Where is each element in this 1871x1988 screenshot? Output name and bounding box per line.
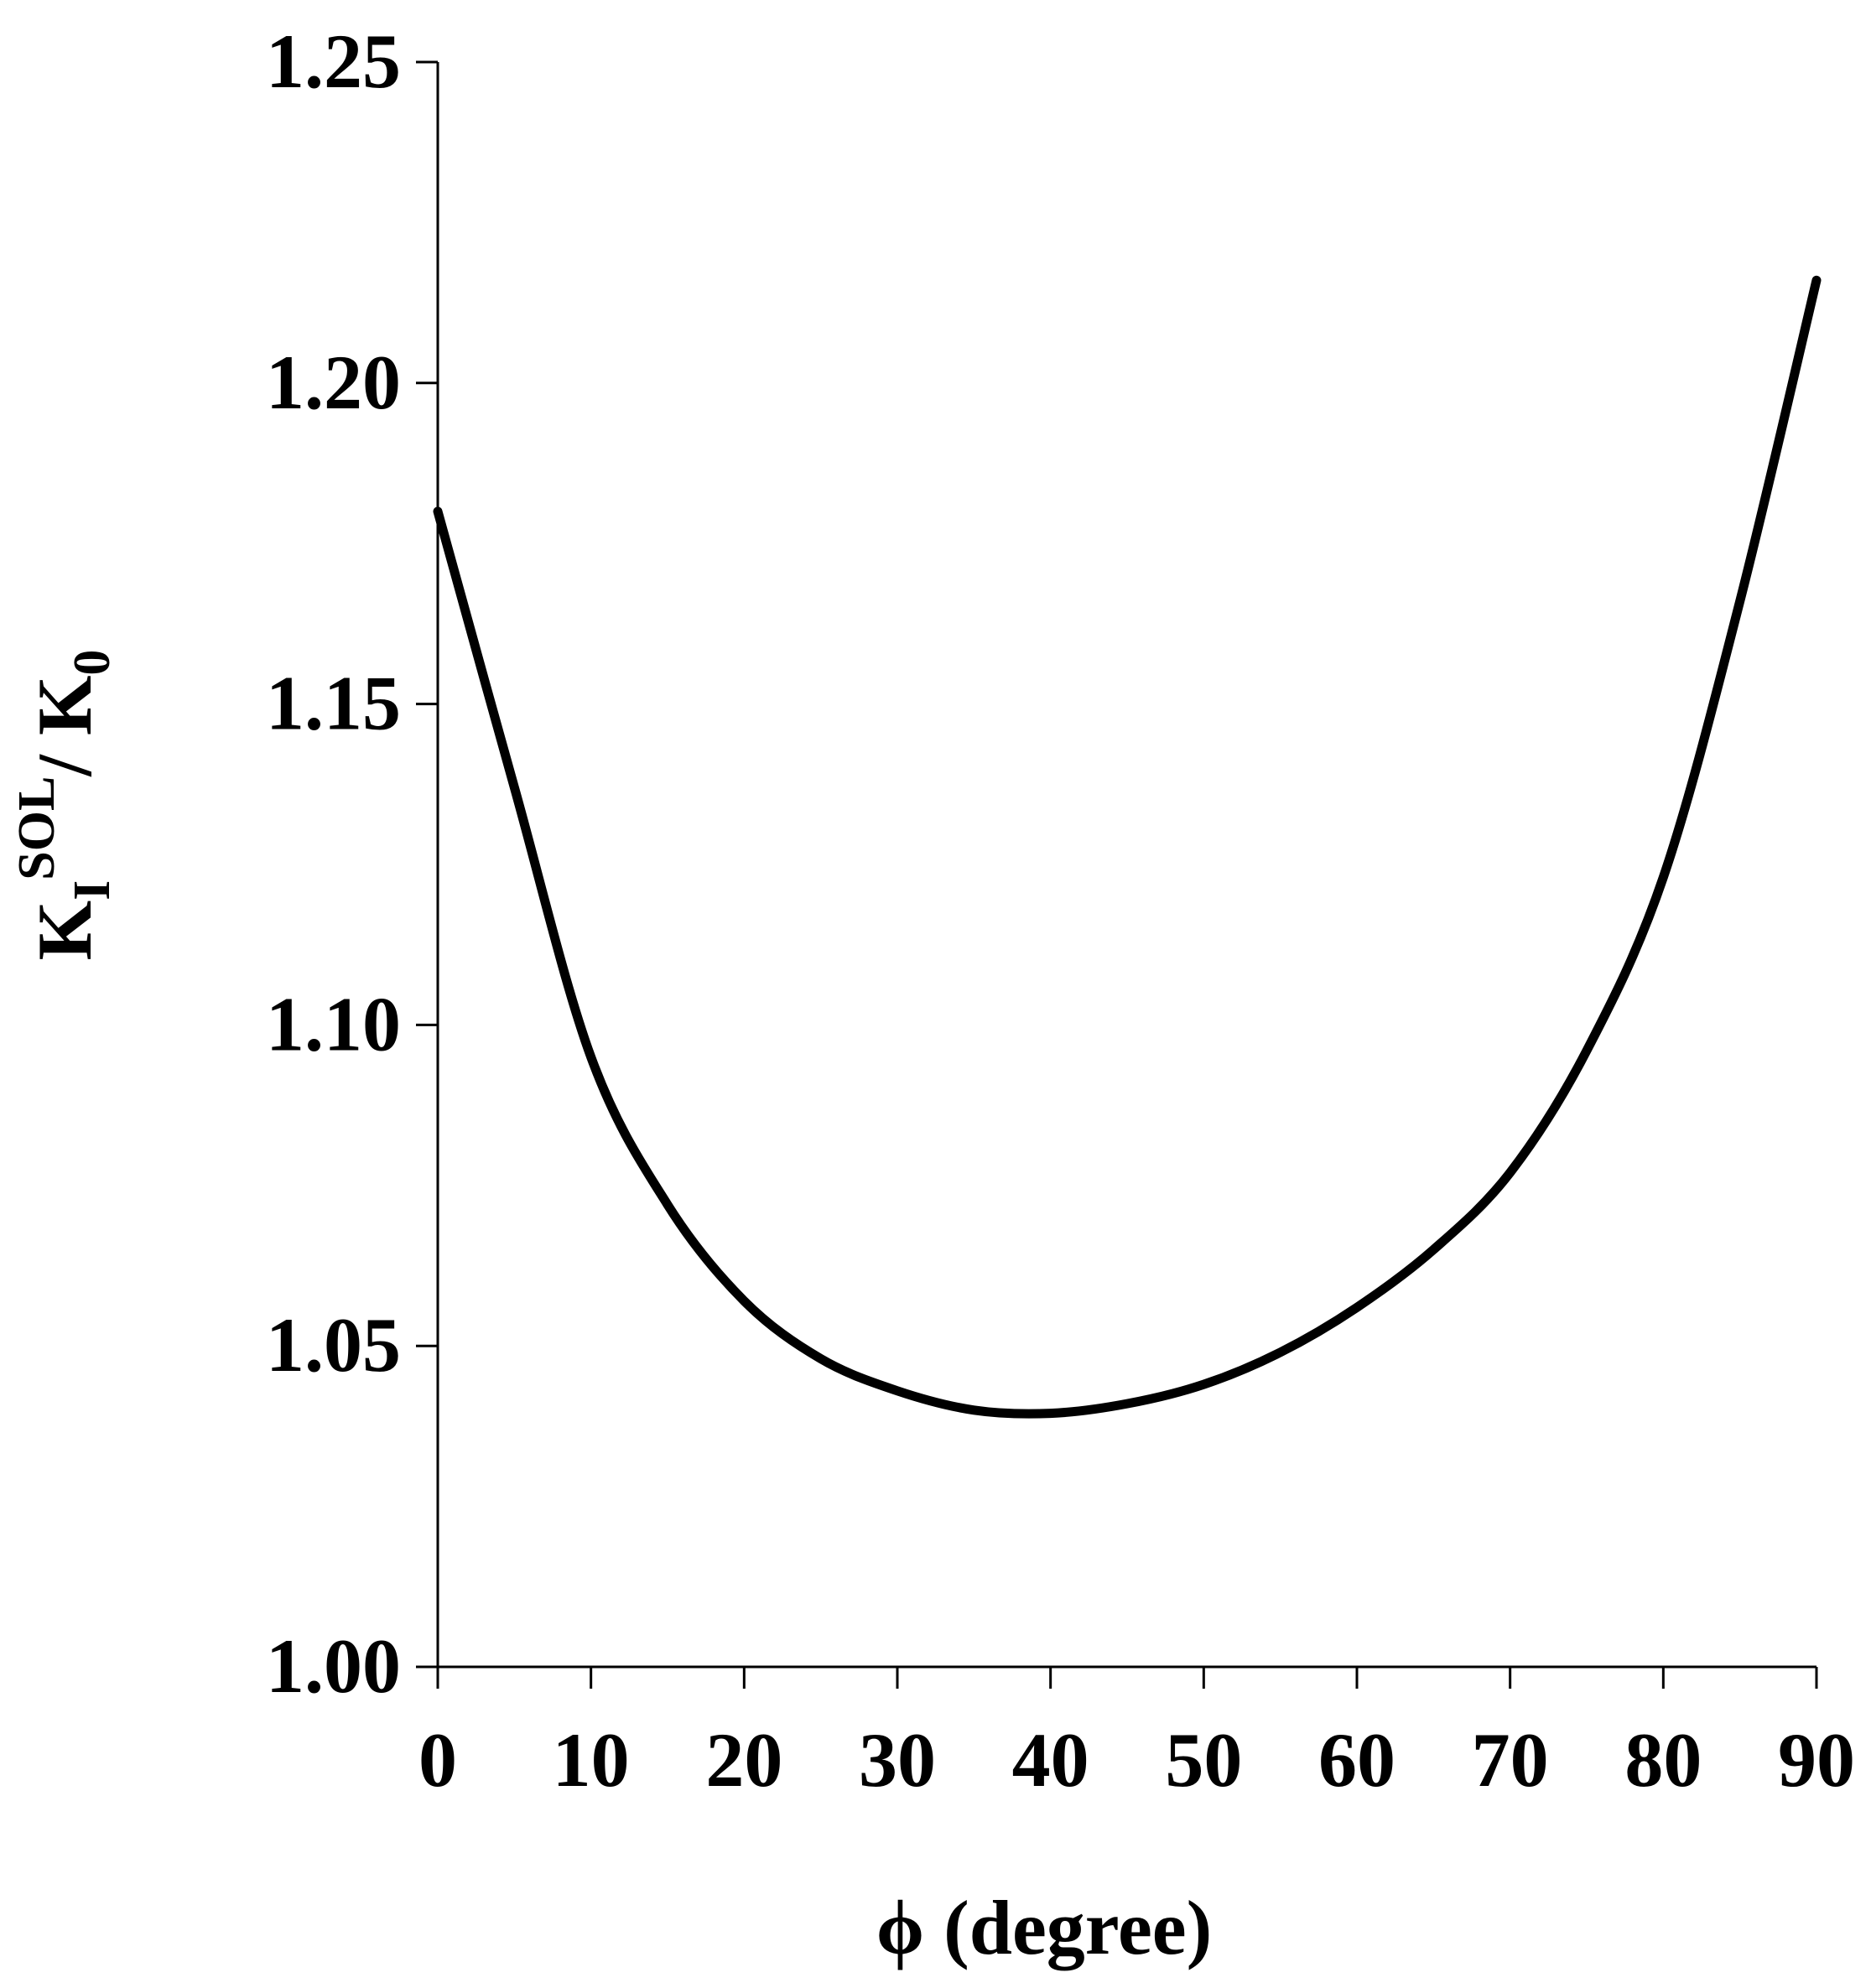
x-tick-label: 90 bbox=[1778, 1717, 1855, 1803]
x-tick-label: 0 bbox=[418, 1717, 457, 1803]
x-tick-label: 70 bbox=[1472, 1717, 1549, 1803]
y-axis-title-sub2: 0 bbox=[64, 650, 121, 676]
y-tick-label: 1.15 bbox=[266, 661, 401, 746]
y-tick-label: 1.00 bbox=[266, 1623, 401, 1709]
y-tick-label: 1.20 bbox=[266, 340, 401, 425]
axes bbox=[416, 60, 1818, 1689]
y-axis-title: KISOL/ K0 bbox=[8, 650, 121, 961]
x-axis-title: ϕ (degree) bbox=[876, 1885, 1213, 1970]
tick-labels: 1.00 1.05 1.10 1.15 1.20 1.25 0 10 20 30 40 50 60 70 8… bbox=[266, 18, 1855, 1803]
x-tick-label: 30 bbox=[859, 1717, 936, 1803]
x-tick-label: 40 bbox=[1012, 1717, 1089, 1803]
series-line-0 bbox=[433, 275, 1822, 1419]
y-axis-title-sub: I bbox=[64, 880, 121, 901]
series-layer bbox=[433, 275, 1822, 1419]
y-axis-title-sup: SOL bbox=[8, 776, 65, 880]
x-tick-label: 10 bbox=[553, 1717, 630, 1803]
x-tick-label: 50 bbox=[1165, 1717, 1242, 1803]
y-axis-title-slash: / K bbox=[22, 676, 107, 777]
y-tick-label: 1.05 bbox=[266, 1302, 401, 1388]
y-axis-title-base: K bbox=[22, 901, 107, 961]
y-tick-label: 1.25 bbox=[266, 18, 401, 104]
x-tick-label: 20 bbox=[705, 1717, 782, 1803]
x-tick-label: 80 bbox=[1624, 1717, 1702, 1803]
x-tick-label: 60 bbox=[1318, 1717, 1395, 1803]
y-tick-label: 1.10 bbox=[266, 981, 401, 1067]
